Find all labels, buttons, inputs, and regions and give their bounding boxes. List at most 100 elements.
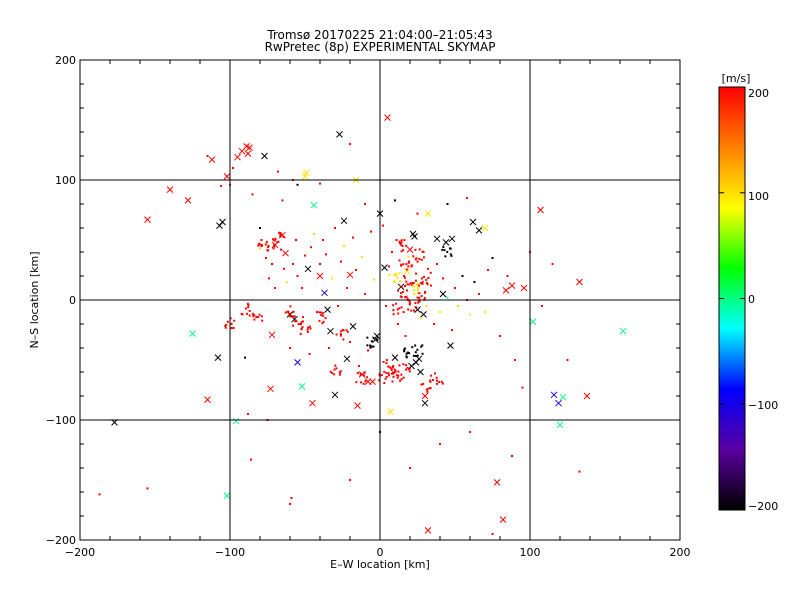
cluster-dot — [429, 387, 432, 390]
data-point-dot — [404, 335, 407, 337]
cluster-dot — [279, 231, 282, 234]
data-point-cross — [421, 392, 429, 400]
cluster-dot — [420, 258, 423, 261]
cross-stroke — [321, 289, 328, 297]
cluster-dot — [248, 309, 251, 312]
data-point-dot — [265, 257, 267, 259]
cross-stroke — [372, 336, 379, 343]
data-point-dot — [388, 265, 390, 268]
cluster-dot — [403, 347, 406, 350]
data-point-dot — [251, 193, 254, 196]
data-point-dot — [398, 259, 401, 262]
cluster-dot — [413, 285, 416, 288]
data-point-cluster — [355, 371, 369, 385]
cluster-dot — [395, 273, 398, 276]
cross-stroke — [223, 173, 231, 180]
data-point-cross — [331, 391, 339, 399]
cross-stroke — [232, 417, 240, 425]
cluster-dot — [306, 328, 309, 331]
cluster-dot — [412, 354, 415, 357]
cluster-dot — [449, 247, 452, 250]
cross-stroke — [448, 235, 456, 243]
data-point-cross — [336, 131, 343, 138]
data-point-dot — [454, 287, 456, 289]
cluster-dot — [406, 351, 409, 354]
cluster-dot — [405, 352, 408, 355]
data-point-dot — [413, 293, 416, 295]
cross-stroke — [223, 492, 231, 499]
data-point-dot — [511, 455, 513, 457]
data-point-dot — [322, 239, 324, 241]
cluster-dot — [224, 324, 227, 327]
cluster-dot — [402, 263, 405, 266]
cluster-dot — [418, 258, 421, 261]
data-point-cross — [529, 318, 537, 325]
data-point-cross — [309, 399, 316, 407]
cross-stroke — [294, 359, 301, 366]
data-point-dot — [419, 317, 422, 319]
data-point-dot — [466, 197, 468, 199]
cluster-dot — [410, 309, 413, 312]
cluster-dot — [274, 237, 277, 240]
cluster-dot — [273, 245, 276, 248]
data-point-dot — [367, 349, 369, 352]
cluster-dot — [417, 286, 420, 289]
cluster-dot — [229, 317, 232, 320]
cluster-dot — [247, 306, 250, 309]
data-point-cross — [310, 201, 318, 209]
cluster-dot — [421, 352, 424, 355]
data-point-cross — [223, 173, 231, 180]
data-point-dot — [325, 253, 327, 256]
data-point-dot — [407, 255, 410, 258]
y-tick-label: 200 — [55, 54, 76, 67]
cluster-dot — [416, 348, 419, 351]
data-point-dot — [364, 203, 366, 205]
cluster-dot — [382, 360, 385, 363]
cluster-dot — [331, 371, 334, 374]
data-point-dot — [280, 248, 282, 251]
cluster-dot — [406, 283, 409, 286]
cluster-dot — [392, 364, 395, 367]
data-point-dot — [397, 323, 399, 325]
cluster-dot — [321, 322, 324, 325]
cluster-dot — [402, 363, 405, 366]
cluster-dot — [420, 383, 423, 386]
data-point-dot — [491, 533, 494, 535]
data-point-dot — [487, 269, 489, 271]
cluster-dot — [414, 248, 417, 251]
data-point-dot — [310, 246, 312, 249]
data-point-dot — [403, 275, 405, 277]
cluster-dot — [426, 390, 429, 393]
data-point-dot — [286, 281, 288, 283]
cluster-dot — [404, 276, 407, 279]
cluster-dot — [335, 333, 338, 336]
cluster-dot — [363, 371, 366, 374]
data-point-cross — [555, 399, 562, 407]
cluster-dot — [421, 280, 424, 283]
data-point-cross — [481, 224, 489, 232]
data-point-dot — [206, 155, 209, 157]
data-point-cross — [576, 278, 583, 286]
data-point-dot — [319, 263, 321, 265]
cluster-dot — [370, 345, 373, 348]
data-point-cross — [502, 287, 510, 294]
data-point-dot — [244, 356, 246, 359]
cross-stroke — [475, 227, 483, 234]
cluster-dot — [422, 256, 425, 259]
cluster-dot — [422, 275, 425, 278]
cluster-dot — [276, 241, 279, 244]
cluster-dot — [346, 330, 349, 333]
cluster-dot — [383, 381, 386, 384]
data-point-dot — [346, 287, 348, 289]
cluster-dot — [260, 245, 263, 248]
cluster-dot — [423, 296, 426, 299]
cluster-dot — [233, 319, 236, 322]
data-point-dot — [541, 305, 543, 307]
cluster-dot — [407, 260, 410, 263]
data-point-cross — [268, 331, 276, 339]
data-point-cluster — [318, 311, 327, 325]
cross-stroke — [184, 197, 192, 204]
data-point-dot — [406, 289, 408, 292]
cluster-dot — [390, 368, 393, 371]
colorbar-tick-label: −200 — [748, 500, 778, 513]
